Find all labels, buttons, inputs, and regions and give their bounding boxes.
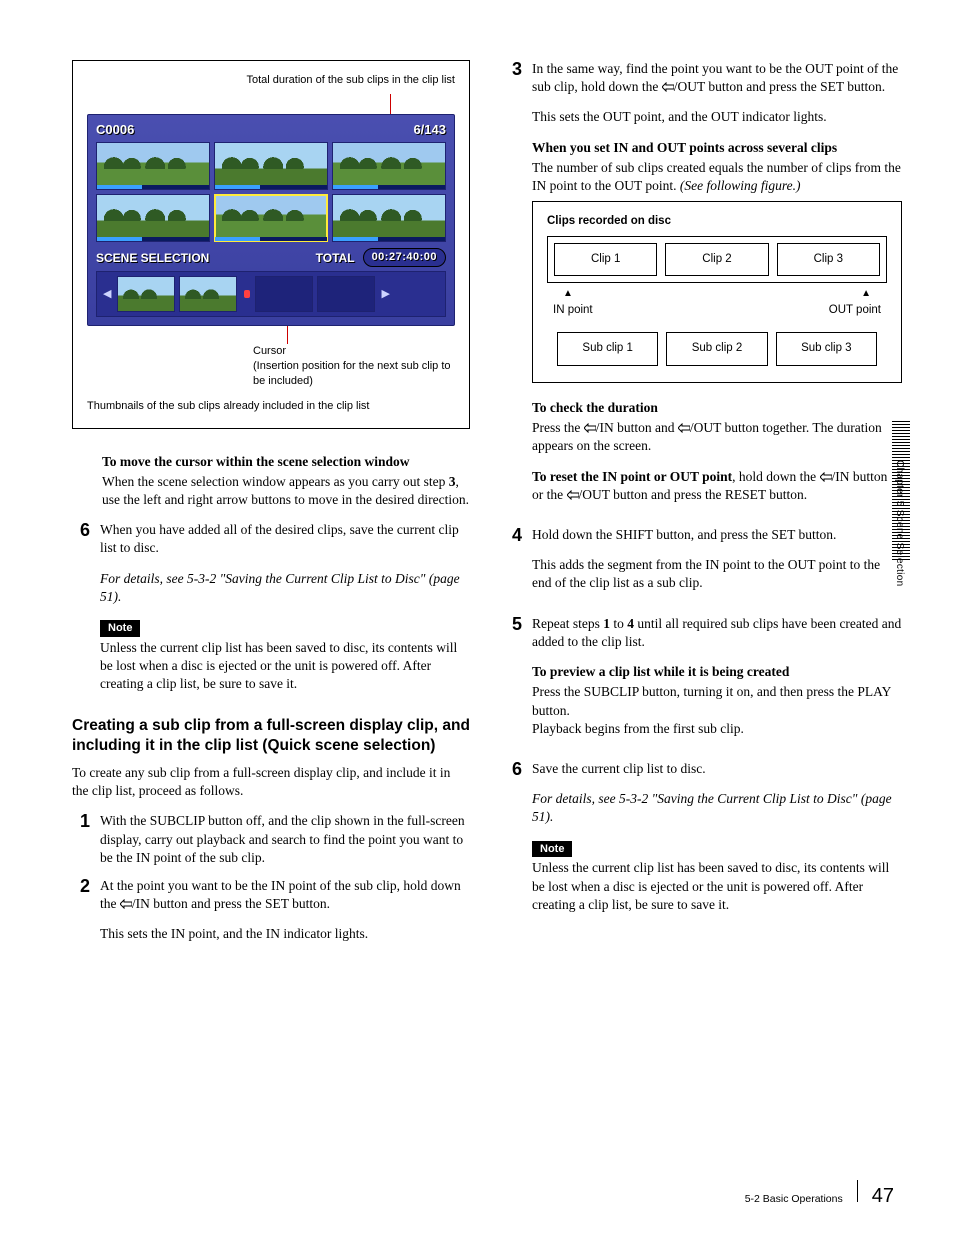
subclips-row: Sub clip 1 Sub clip 2 Sub clip 3: [547, 332, 887, 366]
thumbnail: [332, 194, 446, 242]
step-number: 1: [72, 812, 90, 867]
step-6: 6 When you have added all of the desired…: [72, 521, 470, 705]
step-number: 2: [72, 877, 90, 944]
figure-caption-top: Total duration of the sub clips in the c…: [87, 73, 455, 88]
move-cursor-block: To move the cursor within the scene sele…: [102, 453, 470, 510]
thumbnail: [96, 194, 210, 242]
note-badge: Note: [100, 620, 140, 637]
out-pointer-icon: ▲: [861, 287, 871, 301]
thumbnail-selected: [214, 194, 328, 242]
tag-icon: [662, 82, 674, 92]
step2-result: This sets the IN point, and the IN indic…: [100, 925, 470, 943]
leader-line-top: [87, 94, 455, 114]
subclip-cell: Sub clip 1: [557, 332, 658, 366]
step-1: 1 With the SUBCLIP button off, and the c…: [72, 812, 470, 867]
strip-left-arrow-icon: ◀: [101, 287, 113, 302]
clip-cell: Clip 1: [554, 243, 657, 277]
strip-blank: [317, 276, 375, 312]
clip-cell: Clip 3: [777, 243, 880, 277]
subclip-cell: Sub clip 2: [666, 332, 767, 366]
step4-text: Hold down the SHIFT button, and press th…: [532, 526, 902, 544]
scene-selection-label: SCENE SELECTION: [96, 250, 209, 266]
right-column: 3 In the same way, find the point you wa…: [504, 60, 902, 954]
strip-thumbnail: [179, 276, 237, 312]
clip-list-strip: ◀ ▶: [96, 271, 446, 317]
note-text-right: Unless the current clip list has been sa…: [532, 859, 902, 914]
section-heading: Creating a sub clip from a full-screen d…: [72, 716, 470, 756]
step-number: 6: [504, 760, 522, 926]
note-text: Unless the current clip list has been sa…: [100, 639, 470, 694]
preview-text-b: Playback begins from the first sub clip.: [532, 720, 902, 738]
step1-text: With the SUBCLIP button off, and the cli…: [100, 812, 470, 867]
check-duration-text: Press the /IN button and /OUT button tog…: [532, 419, 902, 455]
step-number: 4: [504, 526, 522, 605]
step6r-details: For details, see 5-3-2 "Saving the Curre…: [532, 790, 902, 826]
step-2: 2 At the point you want to be the IN poi…: [72, 877, 470, 944]
out-point-label: OUT point: [829, 303, 881, 319]
strip-blank: [255, 276, 313, 312]
cursor-word: Cursor: [253, 345, 286, 357]
step-number: 6: [72, 521, 90, 705]
thumbnail: [96, 142, 210, 190]
strip-thumbnail: [117, 276, 175, 312]
thumbnail-grid: [96, 142, 446, 242]
scene-selection-screen: C0006 6/143 SCENE SELECTION TOTAL 00:27:…: [87, 114, 455, 326]
footer-section: 5-2 Basic Operations: [745, 1192, 843, 1206]
step-number: 3: [504, 60, 522, 516]
tag-icon: [820, 472, 832, 482]
step-3: 3 In the same way, find the point you wa…: [504, 60, 902, 516]
subclip-cell: Sub clip 3: [776, 332, 877, 366]
span-heading: When you set IN and OUT points across se…: [532, 139, 902, 157]
step-number: 5: [504, 615, 522, 750]
move-cursor-text: When the scene selection window appears …: [102, 473, 470, 509]
step6r-text: Save the current clip list to disc.: [532, 760, 902, 778]
step4-result: This adds the segment from the IN point …: [532, 556, 902, 592]
move-cursor-heading: To move the cursor within the scene sele…: [102, 453, 470, 471]
step3-result: This sets the OUT point, and the OUT ind…: [532, 108, 902, 126]
step5-text: Repeat steps 1 to 4 until all required s…: [532, 615, 902, 651]
step-6-right: 6 Save the current clip list to disc. Fo…: [504, 760, 902, 926]
diagram-title: Clips recorded on disc: [547, 214, 887, 230]
insertion-cursor-icon: [241, 276, 251, 312]
tag-icon: [567, 490, 579, 500]
step6-details: For details, see 5-3-2 "Saving the Curre…: [100, 570, 470, 606]
tag-icon: [678, 423, 690, 433]
check-duration-heading: To check the duration: [532, 399, 902, 417]
in-point-label: IN point: [553, 303, 593, 319]
note-badge: Note: [532, 841, 572, 858]
in-pointer-icon: ▲: [563, 287, 573, 301]
tag-icon: [120, 899, 132, 909]
left-column: Total duration of the sub clips in the c…: [72, 60, 470, 954]
reset-text: To reset the IN point or OUT point, hold…: [532, 468, 902, 504]
total-label: TOTAL: [316, 250, 355, 266]
step-5: 5 Repeat steps 1 to 4 until all required…: [504, 615, 902, 750]
total-duration: 00:27:40:00: [363, 248, 446, 267]
clip-id: C0006: [96, 121, 134, 139]
thumbnail: [332, 142, 446, 190]
cursor-caption: Cursor (Insertion position for the next …: [253, 344, 455, 389]
span-text: The number of sub clips created equals t…: [532, 159, 902, 195]
step6-text: When you have added all of the desired c…: [100, 521, 470, 557]
clip-cell: Clip 2: [665, 243, 768, 277]
figure-caption-bottom: Thumbnails of the sub clips already incl…: [87, 399, 455, 414]
step2-text: At the point you want to be the IN point…: [100, 877, 470, 913]
clips-diagram: Clips recorded on disc Clip 1 Clip 2 Cli…: [532, 201, 902, 383]
footer-page-number: 47: [872, 1183, 894, 1210]
cursor-subtext: (Insertion position for the next sub cli…: [253, 360, 451, 387]
leader-line-bottom: [87, 326, 455, 344]
strip-right-arrow-icon: ▶: [379, 287, 391, 302]
page-footer: 5-2 Basic Operations 47: [0, 1180, 954, 1210]
preview-text-a: Press the SUBCLIP button, turning it on,…: [532, 683, 902, 719]
tag-icon: [584, 423, 596, 433]
step-4: 4 Hold down the SHIFT button, and press …: [504, 526, 902, 605]
scene-selection-figure: Total duration of the sub clips in the c…: [72, 60, 470, 429]
preview-heading: To preview a clip list while it is being…: [532, 663, 902, 681]
side-chapter-label: Chapter 5 Scene Selection: [893, 460, 907, 586]
step3-text: In the same way, find the point you want…: [532, 60, 902, 96]
clips-row: Clip 1 Clip 2 Clip 3: [547, 236, 887, 284]
thumbnail: [214, 142, 328, 190]
footer-divider: [857, 1180, 858, 1202]
section-intro: To create any sub clip from a full-scree…: [72, 764, 470, 800]
clip-counter: 6/143: [413, 121, 446, 139]
